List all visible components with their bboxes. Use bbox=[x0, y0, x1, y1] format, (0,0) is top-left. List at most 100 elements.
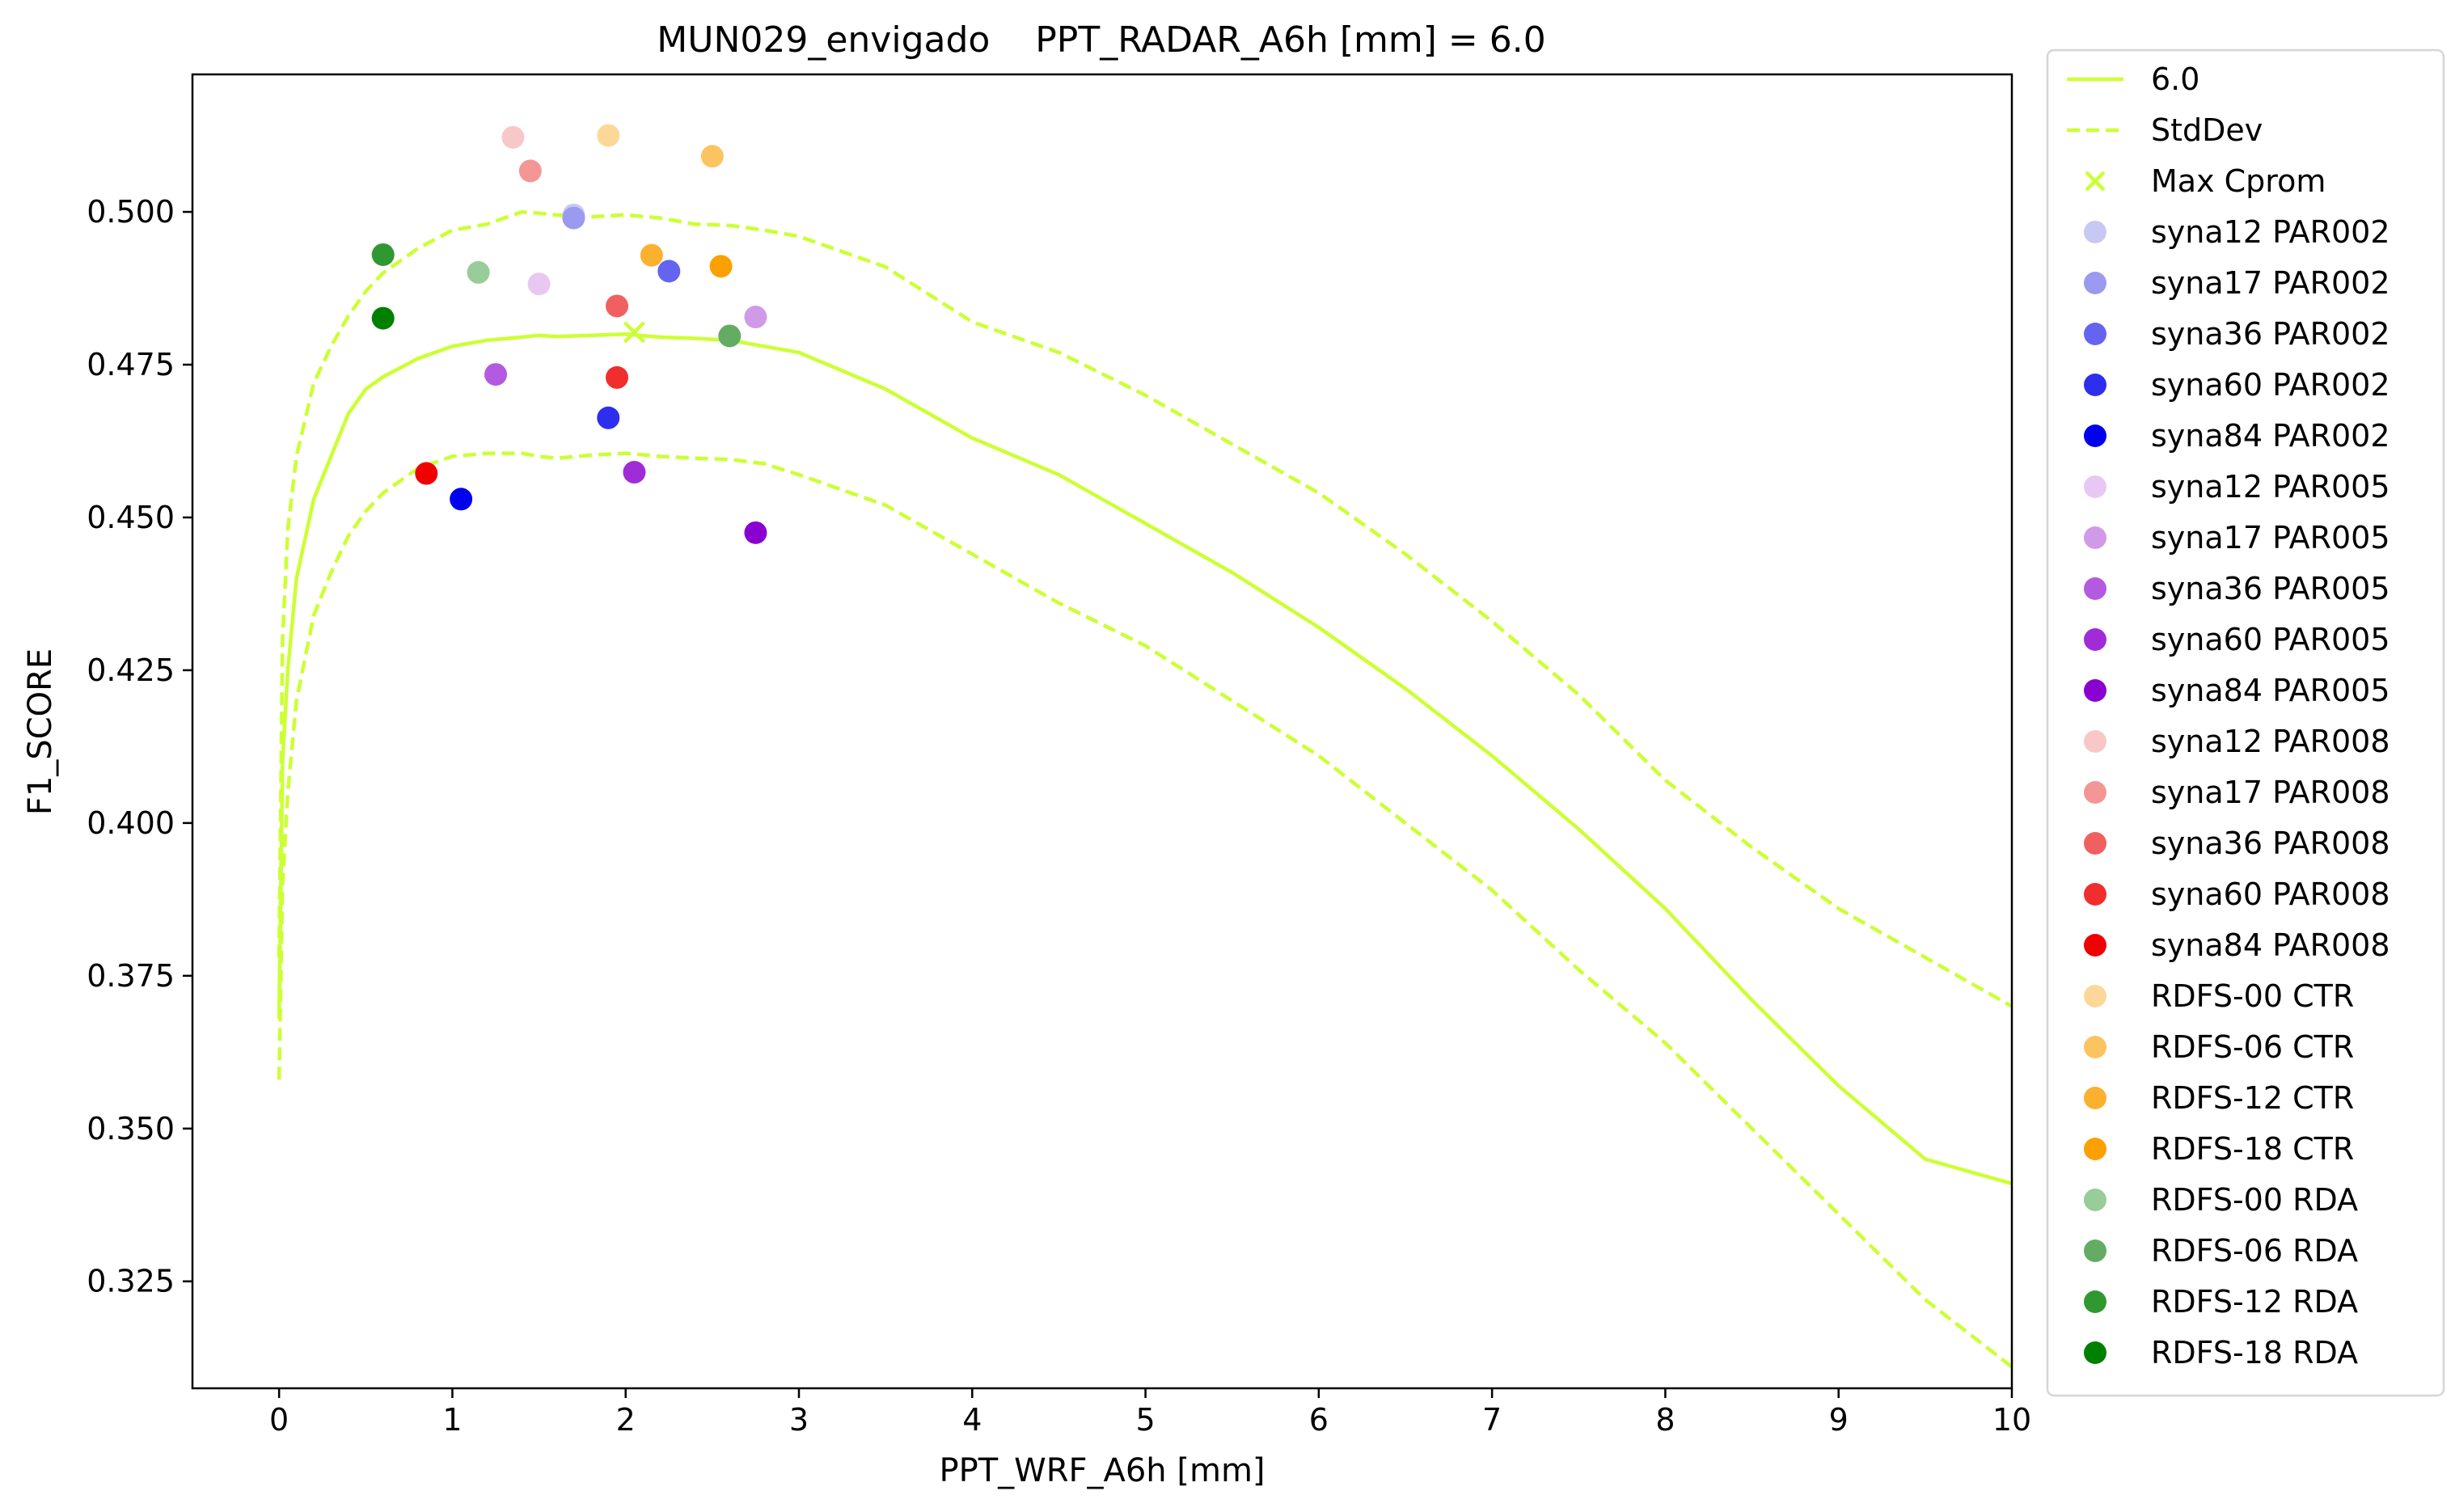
x-axis-title: PPT_WRF_A6h [mm] bbox=[939, 1452, 1265, 1489]
legend-label: RDFS-18 RDA bbox=[2151, 1335, 2358, 1371]
legend-swatch-dot bbox=[2084, 526, 2106, 549]
legend-swatch-dot bbox=[2084, 1036, 2106, 1058]
legend-swatch-dot bbox=[2084, 1189, 2106, 1211]
legend-label: StdDev bbox=[2151, 112, 2263, 148]
x-tick-label-5: 5 bbox=[1135, 1402, 1155, 1438]
legend-entry-23: RDFS-06 RDA bbox=[2084, 1233, 2358, 1269]
y-tick-label-4: 0.425 bbox=[87, 653, 175, 688]
data-point-13 bbox=[606, 365, 628, 389]
plot-area bbox=[277, 124, 2013, 1369]
data-point-16 bbox=[700, 145, 724, 168]
x-tick-label-1: 1 bbox=[442, 1402, 462, 1438]
data-point-12 bbox=[606, 294, 628, 318]
data-point-1 bbox=[562, 206, 585, 230]
data-point-7 bbox=[484, 363, 507, 386]
legend-label: RDFS-12 CTR bbox=[2151, 1080, 2354, 1116]
legend-label: syna17 PAR002 bbox=[2151, 265, 2390, 301]
legend-swatch-dot bbox=[2084, 628, 2106, 651]
legend-entry-7: syna84 PAR002 bbox=[2084, 418, 2390, 454]
legend-label: syna60 PAR005 bbox=[2151, 622, 2390, 657]
data-point-14 bbox=[415, 462, 438, 485]
legend-entry-18: RDFS-00 CTR bbox=[2084, 978, 2354, 1014]
data-point-22 bbox=[371, 306, 395, 330]
legend-swatch-dot bbox=[2084, 374, 2106, 396]
legend-label: syna17 PAR005 bbox=[2151, 520, 2390, 555]
data-point-21 bbox=[371, 243, 395, 266]
y-axis: 0.325 0.350 0.375 0.400 0.425 0.450 0.475 0.500 bbox=[87, 194, 192, 1299]
data-point-20 bbox=[718, 324, 742, 348]
legend-entry-14: syna17 PAR008 bbox=[2084, 775, 2390, 810]
legend-entry-4: syna17 PAR002 bbox=[2084, 265, 2390, 301]
y-tick-label-6: 0.475 bbox=[87, 347, 175, 382]
legend-swatch-dot bbox=[2084, 883, 2106, 906]
legend-entry-11: syna60 PAR005 bbox=[2084, 622, 2390, 657]
legend-swatch-dot bbox=[2084, 781, 2106, 804]
data-point-18 bbox=[709, 255, 733, 278]
y-tick-label-2: 0.375 bbox=[87, 958, 175, 994]
y-tick-label-1: 0.350 bbox=[87, 1111, 175, 1147]
stddev-lower-line bbox=[277, 451, 2013, 1369]
data-point-9 bbox=[744, 521, 767, 544]
legend-label: RDFS-12 RDA bbox=[2151, 1284, 2358, 1320]
max-cprom-marker-stroke-b bbox=[623, 321, 646, 344]
legend-entry-24: RDFS-12 RDA bbox=[2084, 1284, 2358, 1320]
legend-entry-16: syna60 PAR008 bbox=[2084, 876, 2390, 912]
legend-label: RDFS-06 CTR bbox=[2151, 1029, 2354, 1065]
legend-label: syna12 PAR002 bbox=[2151, 214, 2390, 250]
legend-entry-20: RDFS-12 CTR bbox=[2084, 1080, 2354, 1116]
data-point-15 bbox=[597, 124, 620, 147]
data-point-10 bbox=[501, 125, 525, 149]
x-tick-label-7: 7 bbox=[1482, 1402, 1502, 1438]
mean-line bbox=[277, 332, 2013, 1185]
x-tick-label-9: 9 bbox=[1829, 1402, 1849, 1438]
legend-label: syna36 PAR002 bbox=[2151, 316, 2390, 352]
legend-label: syna36 PAR005 bbox=[2151, 571, 2390, 606]
legend-swatch-dot bbox=[2084, 475, 2106, 498]
data-point-3 bbox=[597, 406, 620, 429]
legend-label: syna84 PAR008 bbox=[2151, 927, 2390, 963]
legend-label: RDFS-00 RDA bbox=[2151, 1182, 2358, 1218]
legend-label: syna12 PAR005 bbox=[2151, 469, 2390, 505]
legend-swatch-dot bbox=[2084, 1290, 2106, 1313]
data-point-6 bbox=[744, 306, 767, 329]
legend-entry-13: syna12 PAR008 bbox=[2084, 724, 2390, 759]
legend-entry-19: RDFS-06 CTR bbox=[2084, 1029, 2354, 1065]
data-point-4 bbox=[450, 488, 473, 511]
legend-label: syna60 PAR002 bbox=[2151, 367, 2390, 403]
data-point-8 bbox=[623, 461, 646, 484]
legend-swatch-dot bbox=[2084, 832, 2106, 855]
legend-swatch-x bbox=[2085, 171, 2106, 192]
legend-entry-3: syna12 PAR002 bbox=[2084, 214, 2390, 250]
legend-entry-6: syna60 PAR002 bbox=[2084, 367, 2390, 403]
legend-label: 6.0 bbox=[2151, 61, 2199, 97]
legend-entry-8: syna12 PAR005 bbox=[2084, 469, 2390, 505]
legend-entry-9: syna17 PAR005 bbox=[2084, 520, 2390, 555]
max-cprom-marker bbox=[623, 321, 646, 344]
legend-label: syna12 PAR008 bbox=[2151, 724, 2390, 759]
legend-label: RDFS-00 CTR bbox=[2151, 978, 2354, 1014]
legend-label: RDFS-06 RDA bbox=[2151, 1233, 2358, 1269]
legend-label: syna84 PAR002 bbox=[2151, 418, 2390, 454]
x-tick-label-3: 3 bbox=[789, 1402, 809, 1438]
legend: 6.0 StdDev Max Cprom syna12 PAR002 syna17 PA… bbox=[2046, 49, 2445, 1397]
legend-swatch-dot bbox=[2084, 985, 2106, 1007]
legend-swatch-dot bbox=[2084, 1087, 2106, 1109]
legend-label: RDFS-18 CTR bbox=[2151, 1131, 2354, 1167]
legend-entry-17: syna84 PAR008 bbox=[2084, 927, 2390, 963]
legend-entry-21: RDFS-18 CTR bbox=[2084, 1131, 2354, 1167]
x-tick-label-4: 4 bbox=[962, 1402, 982, 1438]
x-tick-label-2: 2 bbox=[616, 1402, 636, 1438]
legend-entry-0: 6.0 bbox=[2067, 61, 2199, 97]
y-tick-label-5: 0.450 bbox=[87, 500, 175, 535]
y-tick-label-3: 0.400 bbox=[87, 805, 175, 841]
legend-swatch-dot bbox=[2084, 1138, 2106, 1160]
legend-entry-12: syna84 PAR005 bbox=[2084, 673, 2390, 708]
legend-swatch-dot bbox=[2084, 424, 2106, 447]
legend-swatch-x-stroke-b bbox=[2085, 171, 2106, 192]
data-point-17 bbox=[640, 243, 663, 267]
plot-frame bbox=[191, 73, 2013, 1390]
x-tick-label-6: 6 bbox=[1309, 1402, 1329, 1438]
x-tick-label-10: 10 bbox=[1992, 1402, 2031, 1438]
legend-frame bbox=[2046, 49, 2445, 1397]
